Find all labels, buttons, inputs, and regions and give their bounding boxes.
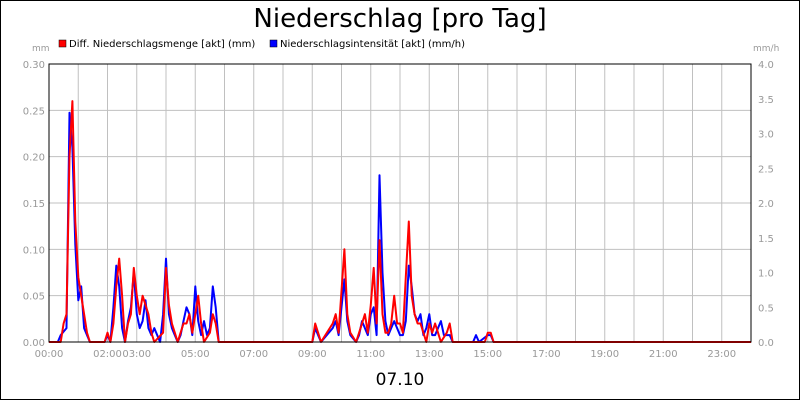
- date-label: 07.10: [376, 370, 425, 390]
- x-tick-label: 02:00: [93, 349, 122, 360]
- y-left-unit: mm: [32, 44, 50, 54]
- y-left-tick-label: 0.30: [23, 60, 45, 71]
- chart-title: Niederschlag [pro Tag]: [253, 4, 546, 34]
- y-right-tick-label: 1.0: [758, 269, 774, 280]
- x-tick-label: 03:00: [122, 349, 151, 360]
- legend-swatch-intensity: [269, 39, 278, 48]
- y-right-tick-label: 2.5: [758, 164, 774, 175]
- legend-label-intensity: Niederschlagsintensität [akt] (mm/h): [280, 39, 465, 50]
- y-right-tick-label: 1.5: [758, 234, 774, 245]
- y-right-tick-label: 3.0: [758, 130, 774, 141]
- x-tick-label: 00:00: [35, 349, 64, 360]
- y-left-axis: 0.00 0.05 0.10 0.15 0.20 0.25 0.30: [23, 60, 45, 349]
- y-left-tick-label: 0.15: [23, 199, 45, 210]
- y-right-axis: 0.0 0.5 1.0 1.5 2.0 2.5 3.0 3.5 4.0: [758, 60, 774, 349]
- x-tick-label: 21:00: [649, 349, 678, 360]
- legend: Diff. Niederschlagsmenge [akt] (mm) Nied…: [58, 39, 465, 50]
- y-right-tick-label: 0.5: [758, 303, 774, 314]
- x-tick-label: 17:00: [532, 349, 561, 360]
- x-tick-label: 15:00: [473, 349, 502, 360]
- x-tick-label: 13:00: [415, 349, 444, 360]
- grid: [49, 63, 751, 343]
- x-tick-label: 11:00: [356, 349, 385, 360]
- y-right-tick-label: 4.0: [758, 60, 774, 71]
- y-right-unit: mm/h: [753, 44, 779, 54]
- x-tick-label: 23:00: [707, 349, 736, 360]
- y-left-tick-label: 0.10: [23, 245, 45, 256]
- x-axis: 00:00 02:00 03:00 05:00 07:00 09:00 11:00 13:00…: [35, 349, 737, 360]
- y-right-tick-label: 3.5: [758, 95, 774, 106]
- y-right-tick-label: 2.0: [758, 199, 774, 210]
- x-tick-label: 19:00: [590, 349, 619, 360]
- legend-swatch-mm: [58, 39, 67, 48]
- y-left-tick-label: 0.00: [23, 338, 45, 349]
- plot-border: [48, 63, 752, 343]
- legend-label-mm: Diff. Niederschlagsmenge [akt] (mm): [69, 39, 255, 50]
- y-left-tick-label: 0.05: [23, 292, 45, 303]
- x-tick-label: 05:00: [181, 349, 210, 360]
- x-tick-label: 07:00: [239, 349, 268, 360]
- y-left-tick-label: 0.25: [23, 106, 45, 117]
- y-right-tick-label: 0.0: [758, 338, 774, 349]
- y-left-tick-label: 0.20: [23, 153, 45, 164]
- x-tick-label: 09:00: [298, 349, 327, 360]
